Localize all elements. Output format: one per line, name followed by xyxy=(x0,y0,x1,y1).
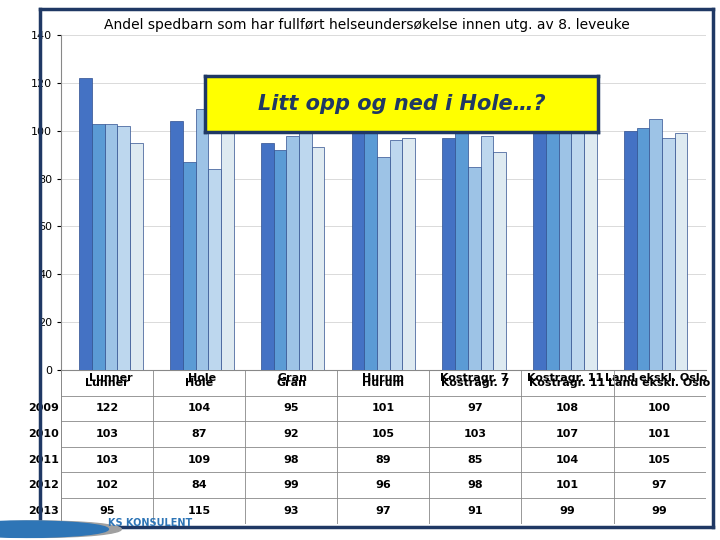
Text: 108: 108 xyxy=(556,403,579,414)
Bar xyxy=(571,129,584,370)
Text: 107: 107 xyxy=(556,429,579,439)
Text: 2009: 2009 xyxy=(29,403,59,414)
Bar xyxy=(208,169,221,370)
Bar xyxy=(390,140,402,370)
Bar xyxy=(312,147,325,370)
Bar xyxy=(105,124,117,370)
Text: 97: 97 xyxy=(468,403,483,414)
Text: 99: 99 xyxy=(652,506,667,516)
Text: Hole: Hole xyxy=(185,377,213,388)
Text: Andel spedbarn som har fullført helseundersøkelse innen utg. av 8. leveuke: Andel spedbarn som har fullført helseund… xyxy=(104,18,630,32)
Bar xyxy=(559,121,571,370)
Text: 89: 89 xyxy=(376,455,391,465)
Bar xyxy=(442,138,455,370)
Text: 103: 103 xyxy=(96,455,119,465)
Text: 95: 95 xyxy=(284,403,299,414)
Bar xyxy=(468,167,480,370)
Bar xyxy=(79,78,92,370)
Bar xyxy=(377,157,390,370)
Bar xyxy=(351,129,364,370)
Bar xyxy=(624,131,636,370)
Bar xyxy=(402,138,415,370)
Text: 93: 93 xyxy=(284,506,299,516)
Text: 103: 103 xyxy=(464,429,487,439)
Text: 104: 104 xyxy=(188,403,211,414)
Bar xyxy=(584,133,597,370)
Text: 91: 91 xyxy=(468,506,483,516)
Bar xyxy=(546,114,559,370)
Bar xyxy=(299,133,312,370)
Bar xyxy=(261,143,274,370)
Text: Hurum: Hurum xyxy=(362,377,405,388)
Text: 98: 98 xyxy=(284,455,299,465)
Text: 98: 98 xyxy=(468,480,483,490)
Text: Litt opp og ned i Hole…?: Litt opp og ned i Hole…? xyxy=(258,94,545,114)
Bar xyxy=(636,129,649,370)
Circle shape xyxy=(0,521,121,537)
Text: Lunner: Lunner xyxy=(86,377,129,388)
Text: 2011: 2011 xyxy=(29,455,59,465)
Text: Land ekskl. Oslo: Land ekskl. Oslo xyxy=(608,377,711,388)
Text: 109: 109 xyxy=(188,455,211,465)
Text: 85: 85 xyxy=(468,455,483,465)
Bar xyxy=(455,124,468,370)
Bar xyxy=(480,136,493,370)
Text: 2013: 2013 xyxy=(29,506,59,516)
Bar xyxy=(274,150,287,370)
Text: 101: 101 xyxy=(648,429,671,439)
Text: KS KONSULENT: KS KONSULENT xyxy=(108,518,192,528)
Text: 2012: 2012 xyxy=(29,480,59,490)
Text: 115: 115 xyxy=(188,506,211,516)
Bar xyxy=(649,119,662,370)
Text: 97: 97 xyxy=(376,506,391,516)
Text: 92: 92 xyxy=(284,429,299,439)
Bar xyxy=(533,112,546,370)
Text: 104: 104 xyxy=(556,455,579,465)
Text: 103: 103 xyxy=(96,429,119,439)
Text: 97: 97 xyxy=(652,480,667,490)
Bar xyxy=(221,95,234,370)
Text: 102: 102 xyxy=(96,480,119,490)
Bar xyxy=(170,121,183,370)
Text: 101: 101 xyxy=(372,403,395,414)
Text: Kostragr. 11: Kostragr. 11 xyxy=(529,377,606,388)
Text: 101: 101 xyxy=(556,480,579,490)
Bar xyxy=(662,138,675,370)
Bar xyxy=(117,126,130,370)
Bar xyxy=(675,133,688,370)
Text: 96: 96 xyxy=(376,480,391,490)
Bar xyxy=(92,124,105,370)
Text: 84: 84 xyxy=(192,480,207,490)
Text: Kostragr. 7: Kostragr. 7 xyxy=(441,377,510,388)
Text: 99: 99 xyxy=(559,506,575,516)
Bar xyxy=(493,152,506,370)
Bar xyxy=(196,109,208,370)
Text: 122: 122 xyxy=(96,403,119,414)
Text: Gran: Gran xyxy=(276,377,306,388)
Bar xyxy=(183,162,196,370)
Bar xyxy=(130,143,143,370)
Text: 87: 87 xyxy=(192,429,207,439)
Text: 105: 105 xyxy=(372,429,395,439)
Text: 99: 99 xyxy=(284,480,300,490)
Text: 105: 105 xyxy=(648,455,671,465)
Text: 95: 95 xyxy=(99,506,115,516)
Bar xyxy=(287,136,299,370)
Circle shape xyxy=(0,521,109,537)
Bar xyxy=(364,119,377,370)
Text: 2010: 2010 xyxy=(29,429,59,439)
Text: 100: 100 xyxy=(648,403,671,414)
